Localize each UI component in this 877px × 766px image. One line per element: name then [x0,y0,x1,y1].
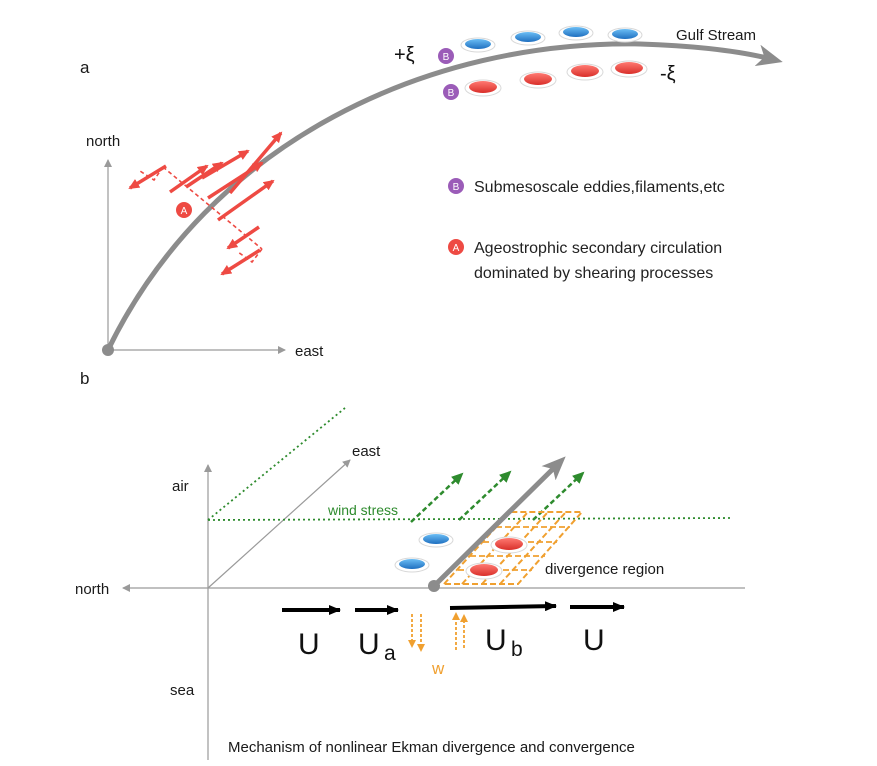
minus-xi-label: -ξ [660,63,676,85]
flow-arrow-left [128,164,167,190]
eddy-blue [607,27,643,43]
legend-b-text: Submesoscale eddies,filaments,etc [474,179,725,196]
east-label-b: east [352,443,381,460]
wind-stress-label: wind stress [327,502,398,518]
legend-badge-b: B [448,178,464,194]
eddy-blue [394,557,430,573]
panel-a: a north east Gulf Stream +ξ -ξ B B [80,25,783,360]
eddy-blue [460,37,496,53]
upper-bracket [139,166,164,182]
eddies-positive [460,25,643,53]
east-axis-label: east [295,343,324,360]
gulf-stream-arrow-b [431,456,566,589]
wind-arrow [410,472,464,523]
divergence-label: divergence region [545,561,664,578]
badge-b-upper: B [438,48,454,64]
plus-xi-label: +ξ [394,44,415,66]
wind-stress-horizontal [207,517,734,521]
svg-text:B: B [453,182,460,193]
wind-arrow [458,470,512,521]
label-u-a-sub: a [384,642,396,665]
east-axis-b [207,459,351,589]
air-label: air [172,478,189,495]
transport-arrow-u-b [449,601,557,612]
legend-a-text-line2: dominated by shearing processes [474,265,713,282]
svg-text:A: A [453,243,460,254]
panel-b: b air east north sea wind stress [75,369,745,760]
label-u-a: U [358,628,380,661]
north-label-b: north [75,581,109,598]
eddy-red [465,562,503,580]
eddy-blue [558,25,594,41]
flow-arrow-right [228,131,283,195]
eddy-blue [510,30,546,46]
flow-arrow-down [220,248,261,276]
lower-bracket [237,248,263,264]
eddies-negative [464,60,648,97]
eddy-red [490,536,528,554]
label-u-b-sub: b [511,638,523,661]
svg-text:B: B [443,52,450,63]
eddy-red [566,63,604,81]
svg-text:B: B [448,88,455,99]
gulf-stream-curve [105,41,783,353]
panel-a-label: a [80,58,90,77]
sea-label: sea [170,682,195,699]
origin-dot [102,344,114,356]
legend: B Submesoscale eddies,filaments,etc A Ag… [448,178,725,282]
eddy-red [519,71,557,89]
eddy-red [464,79,502,97]
flow-arrow-right [207,161,264,200]
wind-stress-diagonal [207,407,346,521]
w-label: w [431,659,445,678]
flow-arrow-right [201,149,250,180]
eddy-red [610,60,648,78]
flow-arrow-right [216,179,275,222]
legend-badge-a: A [448,239,464,255]
stream-base-dot [428,580,440,592]
legend-a-text-line1: Ageostrophic secondary circulation [474,240,722,257]
panel-b-label: b [80,369,89,388]
eddy-blue [418,532,454,548]
gulf-stream-label: Gulf Stream [676,27,756,44]
caption: Mechanism of nonlinear Ekman divergence … [228,739,635,756]
svg-text:A: A [181,206,188,217]
flow-arrow-right [168,164,209,194]
north-axis-label: north [86,133,120,150]
badge-b-lower: B [443,84,459,100]
label-u-right: U [583,624,605,657]
badge-a-diagram: A [176,202,192,218]
label-u-b: U [485,624,507,657]
flow-arrow-down [226,225,260,250]
label-u-left: U [298,628,320,661]
secondary-circulation: A [128,131,283,276]
